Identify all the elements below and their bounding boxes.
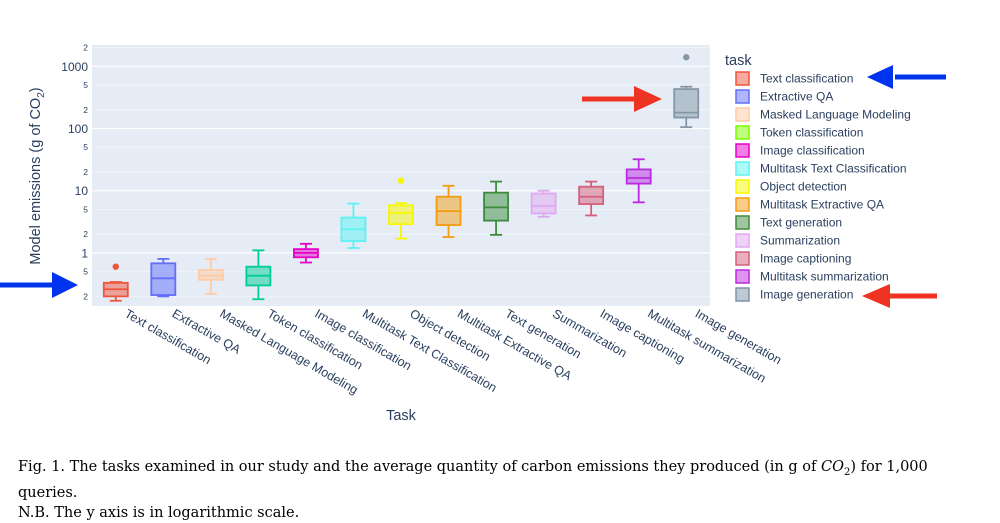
legend-item: Extractive QA: [735, 89, 833, 104]
legend-label: Image captioning: [760, 252, 851, 266]
box-7: [388, 177, 414, 240]
y-tick-minor-label: 2: [83, 167, 88, 177]
box-10: [530, 189, 557, 218]
y-tick-minor-label: 2: [83, 229, 88, 239]
legend-swatch: [735, 269, 750, 284]
legend-swatch: [735, 197, 750, 212]
y-tick-minor-label: 5: [83, 267, 88, 277]
arrow-red-bottom: [862, 284, 937, 308]
legend-label: Summarization: [760, 234, 840, 248]
legend-swatch: [735, 161, 750, 176]
legend-swatch: [735, 107, 750, 122]
box-3: [197, 258, 224, 295]
y-tick-minor-label: 2: [83, 105, 88, 115]
legend-label: Multitask Extractive QA: [760, 198, 884, 212]
legend-item: Text classification: [735, 71, 853, 86]
legend-title: task: [725, 53, 752, 69]
legend-swatch: [735, 287, 750, 302]
y-tick-label: 1000: [61, 60, 88, 74]
arrow-blue-left: [0, 272, 78, 298]
legend-label: Multitask summarization: [760, 270, 889, 284]
outlier-point: [397, 177, 405, 184]
y-tick-label: 1: [81, 246, 88, 260]
box-2: [150, 258, 177, 298]
y-axis-label-tail: ): [28, 87, 44, 92]
box-12: [625, 158, 652, 204]
caption-line-1: Fig. 1. The tasks examined in our study …: [18, 457, 988, 503]
box-11: [578, 180, 605, 217]
grid-layer: [92, 47, 710, 297]
box-body: [578, 185, 605, 205]
box-body: [388, 204, 414, 226]
legend-swatch: [735, 143, 750, 158]
y-axis-label-sub: 2: [36, 92, 47, 98]
legend-item: Token classification: [735, 125, 863, 140]
legend-swatch: [735, 215, 750, 230]
y-tick-label: 100: [68, 122, 88, 136]
legend-swatch: [735, 125, 750, 140]
legend-label: Multitask Text Classification: [760, 162, 907, 176]
legend-item: Image classification: [735, 143, 865, 158]
legend-item: Multitask Extractive QA: [735, 197, 884, 212]
box-body: [625, 168, 652, 185]
y-tick-minor-label: 2: [83, 291, 88, 301]
y-tick-minor-label: 5: [83, 80, 88, 90]
legend-swatch: [735, 233, 750, 248]
legend-label: Token classification: [760, 126, 863, 140]
caption-co: CO: [820, 459, 844, 475]
legend-swatch: [735, 251, 750, 266]
box-8: [435, 184, 462, 238]
legend-swatch: [735, 179, 750, 194]
legend: Text classification Extractive QA Masked L…: [735, 71, 911, 302]
legend-item: Image generation: [735, 287, 853, 302]
legend-label: Text generation: [760, 216, 842, 230]
y-tick-label: 10: [75, 184, 89, 198]
box-6: [340, 202, 367, 249]
y-tick-minor-label: 5: [83, 142, 88, 152]
legend-label: Object detection: [760, 180, 847, 194]
legend-item: Multitask summarization: [735, 269, 889, 284]
legend-label: Image generation: [760, 288, 853, 302]
caption-co-sub: 2: [843, 466, 851, 478]
x-tick-label: Image captioning: [598, 306, 687, 366]
y-tick-minor-label: 2: [83, 43, 88, 53]
legend-swatch: [735, 89, 750, 104]
legend-item: Object detection: [735, 179, 847, 194]
legend-item: Multitask Text Classification: [735, 161, 907, 176]
caption-text-b: ) for 1,000 queries.: [18, 459, 928, 501]
outlier-point: [112, 263, 119, 270]
figure-caption: Fig. 1. The tasks examined in our study …: [18, 457, 988, 523]
legend-label: Extractive QA: [760, 90, 833, 104]
y-tick-minor-label: 5: [83, 204, 88, 214]
arrow-red-top: [582, 86, 662, 112]
outlier-point: [683, 54, 690, 61]
x-tick-label: Text classification: [122, 306, 213, 367]
legend-item: Summarization: [735, 233, 840, 248]
y-axis-label: Model emissions (g of CO2): [28, 87, 47, 264]
caption-line-2: N.B. The y axis is in logarithmic scale.: [18, 504, 300, 521]
box-1: [102, 263, 129, 302]
emissions-box-chart: 1 10 100 1000 2 5 2 5 2 5 2 5 2 Text classification E…: [0, 43, 946, 424]
x-axis-label: Task: [386, 408, 417, 424]
legend-item: Masked Language Modeling: [735, 107, 911, 122]
box-13: [673, 54, 700, 129]
y-axis-label-main: Model emissions (g of CO: [28, 98, 44, 265]
legend-label: Image classification: [760, 144, 865, 158]
arrow-blue-right: [867, 65, 946, 89]
legend-label: Masked Language Modeling: [760, 108, 911, 122]
legend-swatch: [735, 71, 750, 86]
caption-text-a: Fig. 1. The tasks examined in our study …: [18, 459, 821, 475]
y-ticks: 1 10 100 1000 2 5 2 5 2 5 2 5 2: [61, 43, 88, 302]
box-5: [293, 242, 319, 264]
legend-label: Text classification: [760, 72, 853, 86]
legend-item: Text generation: [735, 215, 842, 230]
box-body: [530, 192, 557, 215]
legend-item: Image captioning: [735, 251, 851, 266]
caption-co2: CO2: [820, 459, 851, 478]
box-layer: [102, 54, 700, 302]
plot-background: [92, 45, 710, 306]
box-9: [483, 180, 509, 236]
box-4: [245, 249, 272, 301]
